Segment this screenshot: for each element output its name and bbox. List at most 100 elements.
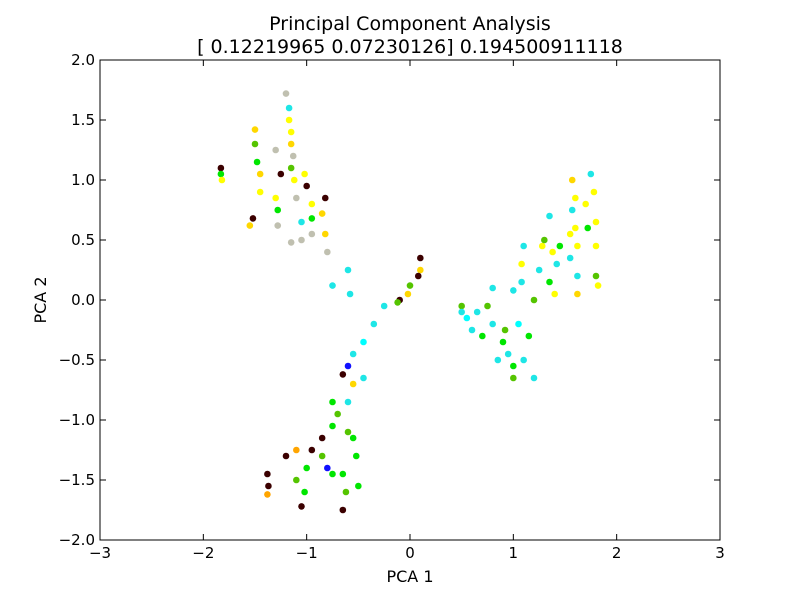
data-point	[246, 222, 254, 229]
data-point	[287, 128, 295, 136]
data-point	[566, 254, 574, 262]
data-point	[574, 242, 581, 250]
data-point	[479, 332, 486, 340]
data-point	[587, 170, 595, 178]
data-point	[298, 503, 305, 510]
data-point	[293, 476, 300, 484]
x-axis-label: PCA 1	[386, 567, 433, 586]
data-point	[285, 104, 293, 112]
data-point	[510, 374, 517, 382]
data-point	[321, 230, 329, 238]
data-point	[287, 164, 295, 172]
data-point	[344, 266, 352, 274]
data-point	[370, 320, 378, 328]
data-point	[530, 296, 538, 304]
y-tick-label: −2.0	[59, 531, 95, 549]
data-point	[344, 398, 352, 406]
data-point	[594, 282, 602, 289]
y-tick-label: 1.0	[71, 171, 95, 189]
data-point	[504, 350, 512, 358]
data-point	[553, 260, 561, 268]
data-point	[324, 464, 331, 472]
data-point	[584, 224, 592, 232]
y-tick-label: −1.5	[59, 471, 95, 489]
data-point	[417, 254, 424, 262]
data-point	[590, 188, 598, 196]
data-point	[298, 218, 305, 226]
data-point	[334, 410, 341, 418]
data-point	[272, 146, 279, 154]
data-point	[256, 188, 264, 196]
chart-title: Principal Component Analysis	[269, 13, 551, 35]
data-point	[349, 434, 357, 442]
data-point	[329, 398, 336, 406]
data-point	[360, 338, 367, 346]
data-point	[568, 206, 576, 214]
data-point	[318, 452, 326, 460]
data-point	[551, 290, 558, 298]
y-tick-label: −0.5	[59, 351, 95, 369]
x-tick-label: −2	[192, 544, 214, 562]
data-point	[308, 230, 316, 238]
data-point	[510, 362, 517, 370]
data-point	[541, 236, 548, 244]
data-point	[458, 308, 465, 316]
data-point	[217, 170, 225, 178]
x-tick-label: −1	[296, 544, 318, 562]
data-point	[404, 290, 412, 298]
x-tick-label: 0	[405, 544, 415, 562]
y-tick-label: −1.0	[59, 411, 95, 429]
data-point	[329, 470, 336, 478]
data-point	[556, 242, 564, 250]
data-point	[293, 194, 300, 202]
y-tick-label: 0.0	[71, 291, 95, 309]
data-point	[582, 200, 589, 208]
plot-area-frame	[99, 59, 721, 541]
data-point	[463, 314, 471, 322]
data-point	[414, 272, 422, 280]
data-point	[344, 428, 352, 436]
data-point	[298, 236, 305, 244]
data-point	[349, 380, 357, 388]
data-point	[321, 194, 329, 202]
data-point	[349, 350, 357, 358]
data-point	[274, 206, 282, 214]
data-point	[546, 212, 553, 220]
y-tick-label: 2.0	[71, 51, 95, 69]
data-point	[518, 278, 525, 286]
data-point	[572, 194, 579, 202]
data-point	[329, 422, 336, 430]
data-point	[282, 452, 290, 460]
data-point	[592, 242, 600, 250]
data-point	[473, 308, 481, 316]
data-point	[342, 488, 350, 496]
data-point	[308, 215, 316, 222]
data-point	[549, 248, 556, 256]
data-point	[355, 482, 362, 490]
data-point	[290, 176, 298, 184]
data-point	[318, 210, 326, 217]
data-point	[301, 170, 308, 178]
data-point	[256, 170, 264, 178]
data-point	[274, 222, 282, 229]
data-point	[352, 452, 360, 460]
data-point	[264, 491, 271, 498]
data-point	[346, 290, 354, 298]
data-point	[489, 320, 496, 328]
y-axis-label: PCA 2	[31, 276, 50, 323]
data-point	[265, 482, 272, 490]
data-point	[489, 284, 496, 292]
data-point	[249, 215, 257, 222]
points-layer	[217, 90, 602, 514]
data-point	[406, 282, 414, 289]
data-point	[289, 152, 297, 160]
data-point	[592, 218, 600, 226]
data-point	[285, 116, 293, 124]
data-point	[572, 224, 579, 232]
data-point	[458, 302, 465, 310]
data-point	[566, 230, 574, 238]
data-point	[277, 170, 285, 178]
data-point	[535, 266, 543, 274]
